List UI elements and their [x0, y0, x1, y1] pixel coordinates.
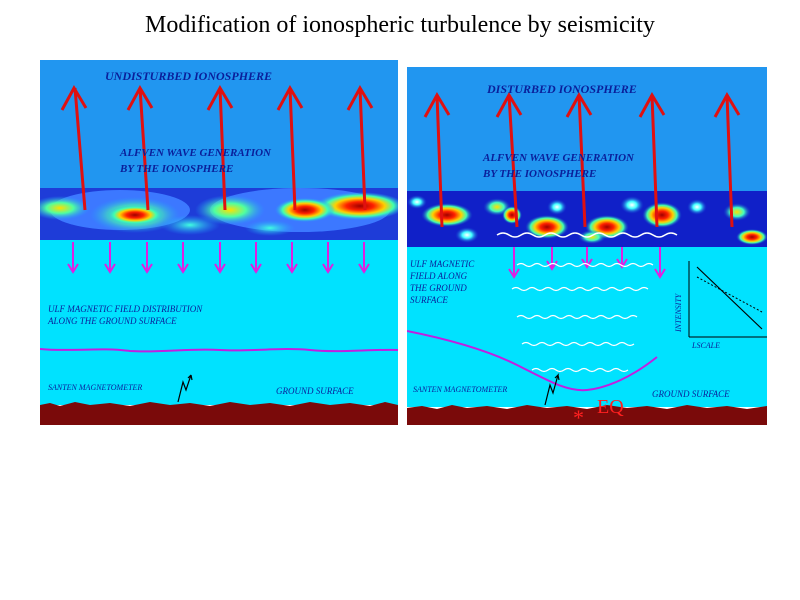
magnetometer-label: SANTEN MAGNETOMETER [413, 385, 507, 394]
ulf-wave-lines [511, 262, 654, 373]
ulf-label-line4: SURFACE [410, 295, 448, 305]
magnetometer-label: SANTEN MAGNETOMETER [48, 383, 142, 392]
ulf-distribution-line [407, 330, 658, 392]
ground-surface-label: GROUND SURFACE [652, 389, 730, 399]
alfven-label-line2: BY THE IONOSPHERE [119, 163, 233, 175]
inset-y-label: INTENSITY [674, 292, 683, 333]
inset-solid-line [696, 266, 763, 330]
ulf-label-line1: ULF MAGNETIC [410, 259, 475, 269]
turbulence-wave [496, 232, 678, 238]
disturbed-panel: * EQ INTENSITY LSCALE DISTURBED IONOSPHE… [407, 67, 767, 425]
inset-x-label: LSCALE [691, 341, 720, 350]
ground [407, 405, 767, 425]
page-title: Modification of ionospheric turbulence b… [145, 12, 655, 38]
panel-heading: UNDISTURBED IONOSPHERE [105, 69, 272, 83]
ulf-label-line1: ULF MAGNETIC FIELD DISTRIBUTION [48, 304, 203, 314]
sky-region [407, 67, 767, 193]
undisturbed-panel: UNDISTURBED IONOSPHERE ALFVEN WAVE GENER… [40, 60, 398, 425]
ulf-label-line2: ALONG THE GROUND SURFACE [47, 316, 177, 326]
inset-dashed-line [696, 276, 763, 313]
ground [40, 402, 398, 425]
magnetometer-icon [544, 372, 560, 406]
eq-label: EQ [597, 396, 624, 418]
ulf-label-line2: FIELD ALONG [409, 271, 468, 281]
magnetometer-icon [177, 374, 193, 403]
ulf-distribution-line [40, 348, 398, 353]
downward-field-arrows [67, 242, 370, 274]
intensity-scale-inset: INTENSITY LSCALE [674, 261, 767, 350]
alfven-label-line1: ALFVEN WAVE GENERATION [482, 152, 635, 164]
panel-heading: DISTURBED IONOSPHERE [486, 82, 637, 96]
ulf-label-line3: THE GROUND [410, 283, 467, 293]
sky-region [40, 60, 398, 190]
alfven-wave-arrows [60, 84, 374, 211]
ground-surface-label: GROUND SURFACE [276, 386, 354, 396]
alfven-wave-arrows [423, 91, 741, 228]
earthquake-epicenter-icon: * [573, 405, 584, 425]
alfven-label-line1: ALFVEN WAVE GENERATION [119, 147, 272, 159]
alfven-label-line2: BY THE IONOSPHERE [482, 168, 596, 180]
